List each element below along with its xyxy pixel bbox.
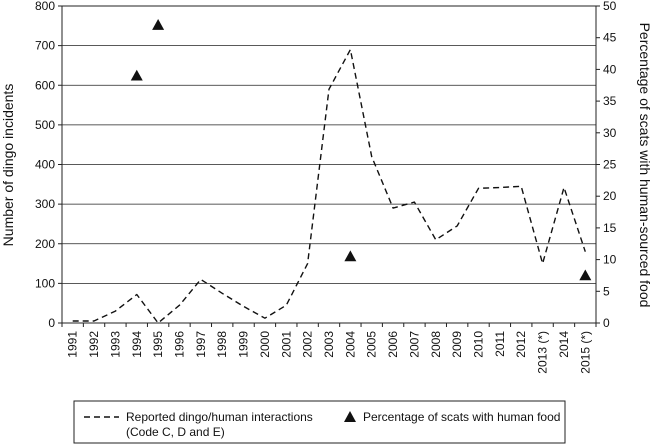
x-tick-label: 1998 xyxy=(215,331,229,358)
x-tick-label: 2012 xyxy=(514,331,528,358)
x-tick-label: 1993 xyxy=(108,331,122,358)
left-tick-label: 500 xyxy=(35,118,55,132)
left-tick-label: 300 xyxy=(35,197,55,211)
grid-lines xyxy=(62,45,596,284)
scat-percentage-triangle xyxy=(130,69,143,81)
x-tick-label: 2008 xyxy=(429,331,443,358)
interactions-dashed-line xyxy=(72,48,586,324)
x-tick-label: 1992 xyxy=(87,331,101,358)
x-tick-label: 2009 xyxy=(450,331,464,358)
series-layer xyxy=(72,19,592,324)
right-axis-title: Percentage of scats with human-sourced f… xyxy=(637,23,651,308)
left-tick-label: 200 xyxy=(35,237,55,251)
right-tick-label: 45 xyxy=(603,31,617,45)
x-tick-label: 2014 xyxy=(557,331,571,358)
left-tick-label: 0 xyxy=(48,316,55,330)
x-tick-label: 2007 xyxy=(407,331,421,358)
x-tick-label: 2015 (*) xyxy=(578,331,592,374)
scat-percentage-triangle xyxy=(344,250,357,262)
scat-percentage-triangle xyxy=(152,19,165,30)
x-tick-label: 2003 xyxy=(322,331,336,358)
x-tick-label: 2001 xyxy=(279,331,293,358)
x-tick-label: 1995 xyxy=(151,331,165,358)
right-tick-label: 35 xyxy=(603,94,617,108)
x-tick-label: 2000 xyxy=(258,331,272,358)
legend-label-interactions-codes: (Code C, D and E) xyxy=(126,425,225,439)
right-tick-label: 0 xyxy=(603,316,610,330)
interaction-point xyxy=(563,186,565,188)
left-tick-label: 800 xyxy=(35,0,55,13)
right-tick-label: 20 xyxy=(603,189,617,203)
x-tick-label: 2004 xyxy=(343,331,357,358)
x-tick-label: 2006 xyxy=(386,331,400,358)
right-tick-label: 25 xyxy=(603,158,617,172)
left-axis-title: Number of dingo incidents xyxy=(0,84,16,247)
left-tick-label: 400 xyxy=(35,158,55,172)
legend: Reported dingo/human interactions (Code … xyxy=(73,400,566,444)
x-tick-label: 1991 xyxy=(66,331,80,358)
x-tick-label: 2005 xyxy=(365,331,379,358)
left-axis: 0 100 200 300 400 500 600 700 800 xyxy=(35,0,62,330)
scat-percentage-triangle xyxy=(579,269,592,281)
x-tick-label: 2010 xyxy=(472,331,486,358)
x-tick-label: 2013 (*) xyxy=(536,331,550,374)
x-tick-label: 1999 xyxy=(237,331,251,358)
interaction-point xyxy=(520,185,522,187)
right-tick-label: 30 xyxy=(603,126,617,140)
x-tick-label: 1997 xyxy=(194,331,208,358)
x-tick-label: 2002 xyxy=(301,331,315,358)
legend-label-scats: Percentage of scats with human food xyxy=(363,410,560,424)
x-tick-label: 1996 xyxy=(172,331,186,358)
left-tick-label: 700 xyxy=(35,39,55,53)
legend-label-interactions: Reported dingo/human interactions xyxy=(126,410,313,424)
right-tick-label: 10 xyxy=(603,253,617,267)
left-tick-label: 100 xyxy=(35,276,55,290)
legend-frame xyxy=(73,400,566,444)
right-tick-label: 50 xyxy=(603,0,617,13)
x-tick-label: 2011 xyxy=(493,331,507,357)
legend-triangle-symbol xyxy=(344,411,356,422)
right-tick-label: 40 xyxy=(603,62,617,76)
x-tick-label: 1994 xyxy=(130,331,144,358)
right-tick-label: 5 xyxy=(603,284,610,298)
right-tick-label: 15 xyxy=(603,221,617,235)
right-axis: 0 5 10 15 20 25 30 35 40 45 50 xyxy=(596,0,617,330)
interaction-point xyxy=(541,262,543,264)
left-tick-label: 600 xyxy=(35,78,55,92)
x-axis: 1991 1992 1993 1994 1995 1996 1997 1998 1999 2000… xyxy=(61,323,597,374)
interaction-point xyxy=(285,304,287,306)
